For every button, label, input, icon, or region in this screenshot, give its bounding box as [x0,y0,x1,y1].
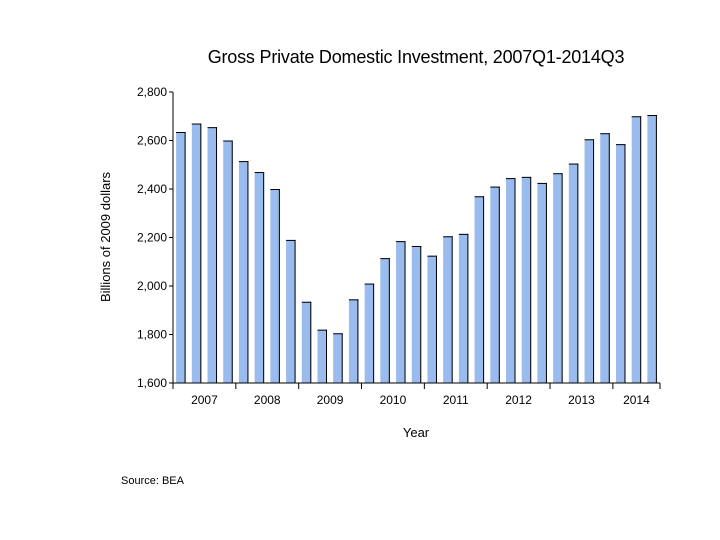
bar-fill [380,258,390,383]
bar-fill [301,301,312,383]
y-tick-label: 2,800 [137,85,167,99]
bar-fill [254,172,265,383]
chart-title: Gross Private Domestic Investment, 2007Q… [207,47,625,67]
bar [490,186,500,383]
bars-group [176,115,657,384]
bar [207,127,218,383]
bar [348,299,359,383]
bar-fill [427,255,437,383]
bar-fill [270,189,280,383]
bar-fill [553,173,563,383]
x-tick-label: 2012 [505,393,532,407]
x-tick-label: 2007 [191,393,218,407]
bar [521,176,532,383]
bar-fill [317,329,327,383]
bar-fill [521,176,532,383]
bar-fill [191,123,202,384]
bar-fill [506,178,516,383]
bar-fill [348,299,359,383]
bar [286,239,296,383]
bar [443,236,453,383]
bar [380,258,390,383]
bar [474,196,485,383]
y-tick-label: 1,600 [137,376,167,390]
bar [191,123,202,384]
bar-fill [443,236,453,383]
y-tick-label: 2,000 [137,279,167,293]
x-tick-label: 2011 [443,393,469,407]
bar-fill [568,163,579,383]
bar-fill [333,333,343,383]
bar [537,182,547,383]
bar [506,178,516,383]
bar [270,189,280,383]
x-tick-label: 2010 [380,393,407,407]
bar [238,161,249,383]
bar [396,241,406,383]
bar-fill [286,239,296,383]
bar [458,233,469,383]
bar [568,163,579,383]
bar-fill [474,196,485,383]
bar [364,283,375,383]
bar [176,132,186,383]
x-tick-label: 2014 [623,393,650,407]
y-tick-label: 2,200 [137,231,167,245]
bar [301,301,312,383]
y-axis-title: Billions of 2009 dollars [98,171,113,302]
bar [631,116,642,383]
bar [553,173,563,383]
bar-fill [647,115,657,383]
bar-fill [458,233,469,383]
bar [615,144,626,383]
x-ticks: 2007 2008 2009 2010 2011 2012 2013 2014 [172,383,661,407]
bar [600,133,610,383]
y-ticks: 1,600 1,800 2,000 2,200 2,400 2,600 2,800 [137,85,173,390]
bar-fill [615,144,626,383]
bar [584,139,595,383]
bar [647,115,657,383]
bar-fill [584,139,595,383]
bar-fill [631,116,642,383]
bar-fill [490,186,500,383]
bar [411,245,422,383]
bar-fill [537,182,547,383]
bar [223,140,233,383]
bar-fill [223,140,233,383]
x-tick-label: 2013 [568,393,595,407]
bar-fill [238,161,249,383]
y-tick-label: 1,800 [137,328,167,342]
bar [427,255,437,383]
x-axis-title: Year [403,425,430,440]
source-note: Source: BEA [121,475,184,487]
bar-fill [207,127,218,383]
bar-fill [364,283,375,383]
bar [317,329,327,383]
bar-fill [411,245,422,383]
bar-fill [176,132,186,383]
bar-fill [600,133,610,383]
bar-fill [396,241,406,383]
bar [254,172,265,383]
y-tick-label: 2,400 [137,182,167,196]
y-tick-label: 2,600 [137,134,167,148]
x-tick-label: 2008 [254,393,281,407]
x-tick-label: 2009 [317,393,344,407]
bar [333,333,343,383]
